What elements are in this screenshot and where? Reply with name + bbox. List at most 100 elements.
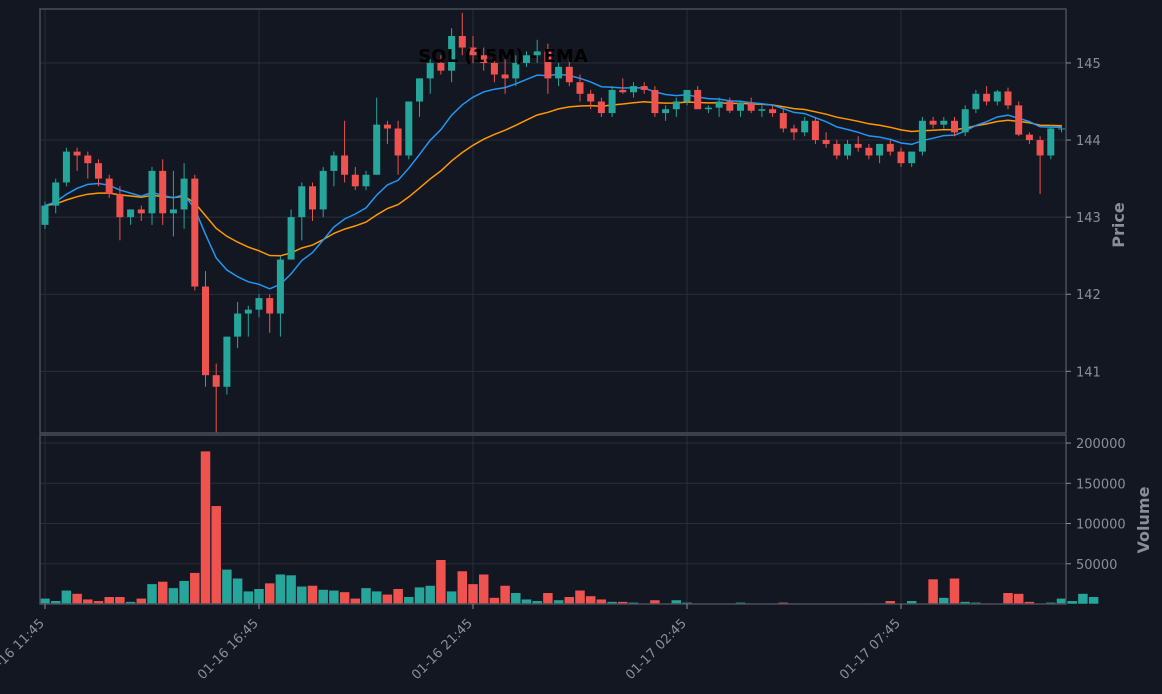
candle-body xyxy=(191,178,199,287)
candle-body xyxy=(244,309,252,314)
candle-body xyxy=(587,93,595,102)
candle-body xyxy=(105,178,113,195)
volume-bar xyxy=(938,597,950,605)
volume-bar xyxy=(467,583,479,605)
candle-body xyxy=(940,120,948,125)
candle-body xyxy=(715,101,723,108)
candle-body xyxy=(148,170,156,214)
candle-body xyxy=(651,89,659,114)
candle-body xyxy=(704,107,712,110)
volume-bar xyxy=(574,590,586,605)
candle-body xyxy=(351,174,359,187)
candle-body xyxy=(41,205,49,225)
candle-body xyxy=(180,178,188,210)
candle-body xyxy=(801,120,809,133)
candle-body xyxy=(116,194,124,218)
candle-body xyxy=(73,151,81,156)
chart-title: SOL (15M) - EMA xyxy=(418,46,588,67)
candle-body xyxy=(362,174,370,187)
candle-body xyxy=(416,78,423,102)
volume-tick-label: 150000 xyxy=(1076,477,1126,492)
candle-body xyxy=(1058,128,1065,130)
volume-bar xyxy=(136,598,147,605)
candle-body xyxy=(565,66,573,83)
candle-body xyxy=(383,124,391,129)
candle-body xyxy=(394,128,402,156)
volume-bar xyxy=(146,583,158,605)
volume-bar xyxy=(253,588,265,605)
volume-bar xyxy=(221,569,233,605)
volume-bar xyxy=(350,598,361,605)
volume-tick-label: 50000 xyxy=(1076,558,1117,573)
volume-bar xyxy=(114,596,126,605)
candle-body xyxy=(202,286,209,376)
volume-bar xyxy=(371,590,382,605)
candle-body xyxy=(769,109,777,114)
volume-bar xyxy=(542,592,554,605)
candle-body xyxy=(758,109,766,111)
candle-body xyxy=(918,120,926,152)
candle-body xyxy=(309,186,316,210)
candle-body xyxy=(597,101,605,114)
candle-body xyxy=(127,209,135,218)
candle-body xyxy=(52,182,60,206)
candle-body xyxy=(95,163,102,179)
volume-bar xyxy=(103,596,115,605)
volume-bar xyxy=(275,573,286,605)
volume-bar xyxy=(200,450,211,605)
volume-bar xyxy=(585,595,596,605)
candle-body xyxy=(619,89,627,93)
candle-body xyxy=(330,155,338,171)
volume-bar xyxy=(457,570,468,605)
volume-bar xyxy=(435,559,447,605)
volume-bar xyxy=(360,587,372,605)
candle-body xyxy=(287,217,295,260)
candle-body xyxy=(833,143,841,156)
ema-slow-line xyxy=(44,101,1062,257)
candle-body xyxy=(1036,140,1044,156)
candle-body xyxy=(276,259,284,314)
volume-bar xyxy=(564,596,575,605)
candle-body xyxy=(854,143,862,148)
volume-bar xyxy=(949,577,960,605)
candle-body xyxy=(480,55,488,63)
volume-bar xyxy=(1099,603,1110,605)
candle-body xyxy=(62,151,70,183)
price-axis-label: Price xyxy=(1109,202,1128,248)
candle-body xyxy=(779,113,787,129)
ema-fast-line xyxy=(44,73,1062,290)
candle-body xyxy=(908,151,916,164)
volume-bar xyxy=(1002,592,1014,605)
candle-body xyxy=(544,51,552,79)
candle-body xyxy=(212,375,220,387)
candle-body xyxy=(512,62,520,79)
volume-bar xyxy=(489,597,500,605)
volume-bar xyxy=(189,572,201,605)
candle-body xyxy=(993,91,1001,102)
volume-tick-label: 200000 xyxy=(1076,437,1126,452)
candle-body xyxy=(608,89,616,114)
candle-body xyxy=(1004,91,1012,106)
price-grid xyxy=(40,9,1066,433)
candle-body xyxy=(1025,134,1033,141)
candle-body xyxy=(458,35,466,48)
volume-bar xyxy=(499,585,511,605)
volume-bar xyxy=(510,592,522,605)
volume-bar xyxy=(157,581,168,605)
candle-body xyxy=(694,89,702,110)
volume-axis-ticks: 50000 100000 150000 200000 xyxy=(1066,437,1126,573)
candle-body xyxy=(886,143,894,152)
volume-bar xyxy=(1056,598,1067,605)
price-tick-label: 143 xyxy=(1076,211,1101,226)
candle-body xyxy=(490,62,498,75)
candle-body xyxy=(662,109,670,114)
candle-body xyxy=(672,101,680,110)
candle-body xyxy=(630,86,637,93)
candle-body xyxy=(437,62,445,71)
candle-body xyxy=(844,143,851,156)
volume-bar xyxy=(317,589,329,605)
volume-bar xyxy=(71,593,83,605)
ema-fast-path xyxy=(44,73,1062,290)
volume-bar xyxy=(414,586,425,605)
